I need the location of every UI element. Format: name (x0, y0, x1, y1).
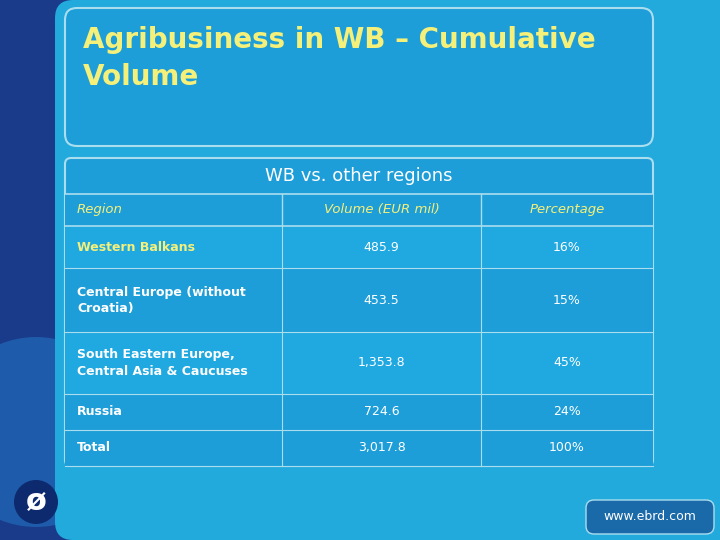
Text: www.ebrd.com: www.ebrd.com (603, 510, 696, 523)
Bar (65, 430, 653, 466)
Text: 3,017.8: 3,017.8 (358, 441, 405, 455)
Text: Region: Region (77, 204, 123, 217)
Text: 485.9: 485.9 (364, 241, 400, 254)
Text: 16%: 16% (553, 241, 581, 254)
FancyBboxPatch shape (65, 8, 653, 146)
Text: South Eastern Europe,
Central Asia & Caucuses: South Eastern Europe, Central Asia & Cau… (77, 348, 248, 378)
Text: 100%: 100% (549, 441, 585, 455)
Text: 15%: 15% (553, 294, 581, 307)
Text: WB vs. other regions: WB vs. other regions (265, 167, 453, 185)
Text: 1,353.8: 1,353.8 (358, 356, 405, 369)
Text: Total: Total (77, 441, 111, 455)
Bar (65, 332, 653, 394)
Text: ø: ø (26, 488, 46, 516)
Text: Agribusiness in WB – Cumulative
Volume: Agribusiness in WB – Cumulative Volume (83, 26, 595, 91)
Text: 724.6: 724.6 (364, 406, 400, 419)
FancyBboxPatch shape (55, 0, 715, 540)
Bar (65, 268, 653, 332)
Text: 453.5: 453.5 (364, 294, 400, 307)
Text: 24%: 24% (553, 406, 581, 419)
Text: Russia: Russia (77, 406, 123, 419)
Bar (65, 394, 653, 430)
Bar (65, 194, 653, 226)
FancyBboxPatch shape (65, 158, 653, 466)
Text: Percentage: Percentage (529, 204, 605, 217)
Bar (65, 226, 653, 268)
Bar (0, 0, 72, 540)
FancyBboxPatch shape (586, 500, 714, 534)
Text: Western Balkans: Western Balkans (77, 241, 195, 254)
Text: Volume (EUR mil): Volume (EUR mil) (323, 204, 439, 217)
Text: Central Europe (without
Croatia): Central Europe (without Croatia) (77, 286, 246, 315)
Circle shape (0, 337, 131, 527)
Text: 45%: 45% (553, 356, 581, 369)
Circle shape (14, 480, 58, 524)
